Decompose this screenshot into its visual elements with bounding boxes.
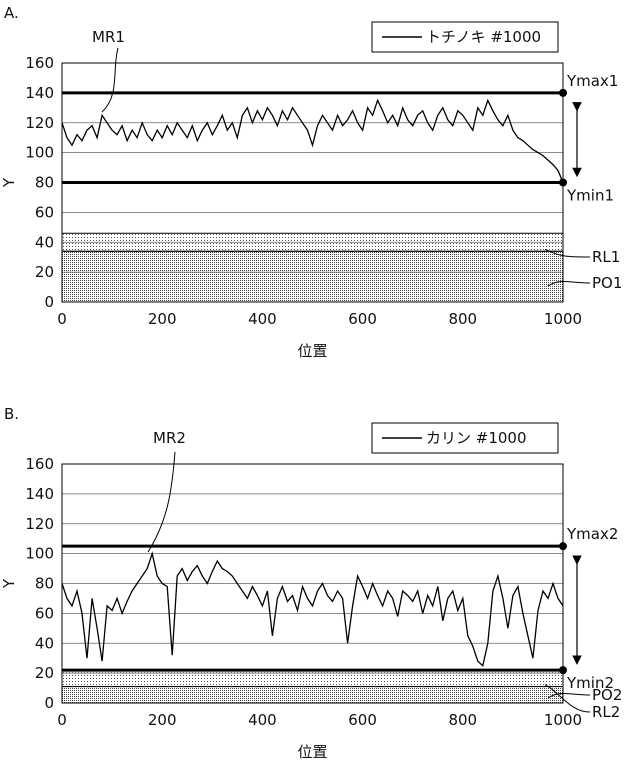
y-tick-label: 20 [35,664,54,682]
po-label: PO2 [592,686,622,704]
y-tick-label: 0 [44,293,54,311]
y-tick-label: 60 [35,604,54,622]
x-tick-label: 1000 [544,711,582,729]
x-tick-label: 600 [348,310,377,328]
x-tick-label: 400 [248,711,277,729]
y-tick-label: 160 [25,54,54,72]
rl-leader [544,684,591,713]
y-tick-label: 100 [25,144,54,162]
region-upper [62,670,563,687]
y-tick-label: 140 [25,84,54,102]
y-tick-label: 140 [25,485,54,503]
y-tick-label: 60 [35,203,54,221]
y-tick-label: 80 [35,575,54,593]
rl-leader [544,248,591,258]
x-tick-label: 1000 [544,310,582,328]
x-axis-label: 位置 [297,743,327,761]
po-leader [547,693,591,699]
x-tick-label: 800 [448,310,477,328]
data-line [61,98,564,183]
legend-label: カリン #1000 [426,429,527,447]
panel-label: B. [4,405,19,423]
y-axis-label: Y [0,578,18,589]
y-tick-label: 20 [35,263,54,281]
y-tick-label: 40 [35,634,54,652]
ymax-label: Ymax1 [566,72,618,90]
y-tick-label: 120 [25,114,54,132]
y-axis-label: Y [0,177,18,188]
ymin-label: Ymin1 [566,187,614,205]
region-lower [62,686,563,703]
x-tick-label: 800 [448,711,477,729]
x-tick-label: 600 [348,711,377,729]
x-tick-label: 200 [148,711,177,729]
x-tick-label: 200 [148,310,177,328]
y-tick-label: 0 [44,694,54,712]
y-tick-label: 40 [35,233,54,251]
legend-label: トチノキ #1000 [426,28,541,46]
y-tick-label: 100 [25,545,54,563]
x-tick-label: 400 [248,310,277,328]
mr-label: MR1 [92,28,125,46]
po-leader [547,281,591,287]
ymin-dot [559,178,567,187]
y-tick-label: 80 [35,174,54,192]
data-line [61,551,564,667]
panel-label: A. [4,4,19,22]
po-label: PO1 [592,274,622,292]
region-lower [62,251,563,302]
ymax-label: Ymax2 [566,525,618,543]
rl-label: RL2 [592,703,620,721]
mr-leader [147,451,176,553]
x-axis-label: 位置 [297,342,327,360]
ymax-dot [559,542,567,551]
y-tick-label: 120 [25,515,54,533]
x-tick-label: 0 [57,711,67,729]
ymin-label: Ymin2 [566,674,614,692]
ymax-dot [559,88,567,97]
mr-leader [101,47,119,113]
y-tick-label: 160 [25,455,54,473]
rl-label: RL1 [592,248,620,266]
x-tick-label: 0 [57,310,67,328]
ymin-dot [559,666,567,675]
mr-label: MR2 [153,429,186,447]
